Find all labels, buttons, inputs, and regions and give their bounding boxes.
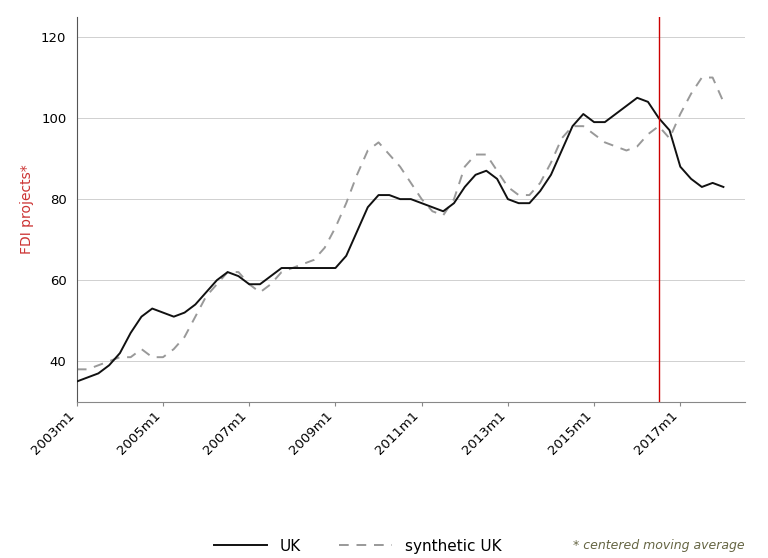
UK — [460, 184, 469, 190]
UK — [644, 99, 653, 105]
UK — [633, 94, 642, 101]
UK — [417, 200, 426, 206]
synthetic UK — [201, 293, 210, 300]
synthetic UK — [460, 163, 469, 170]
synthetic UK — [719, 99, 728, 105]
synthetic UK — [223, 269, 232, 276]
Line: UK: UK — [77, 98, 723, 382]
synthetic UK — [697, 74, 707, 81]
UK — [201, 289, 210, 296]
UK — [72, 378, 81, 385]
UK — [719, 184, 728, 190]
Legend: UK, synthetic UK: UK, synthetic UK — [207, 532, 508, 558]
synthetic UK — [633, 143, 642, 150]
UK — [223, 269, 232, 276]
synthetic UK — [417, 196, 426, 203]
synthetic UK — [72, 366, 81, 373]
UK — [299, 264, 308, 271]
synthetic UK — [299, 261, 308, 267]
Line: synthetic UK: synthetic UK — [77, 78, 723, 369]
Y-axis label: FDI projects*: FDI projects* — [20, 165, 34, 254]
Text: * centered moving average: * centered moving average — [574, 540, 745, 552]
